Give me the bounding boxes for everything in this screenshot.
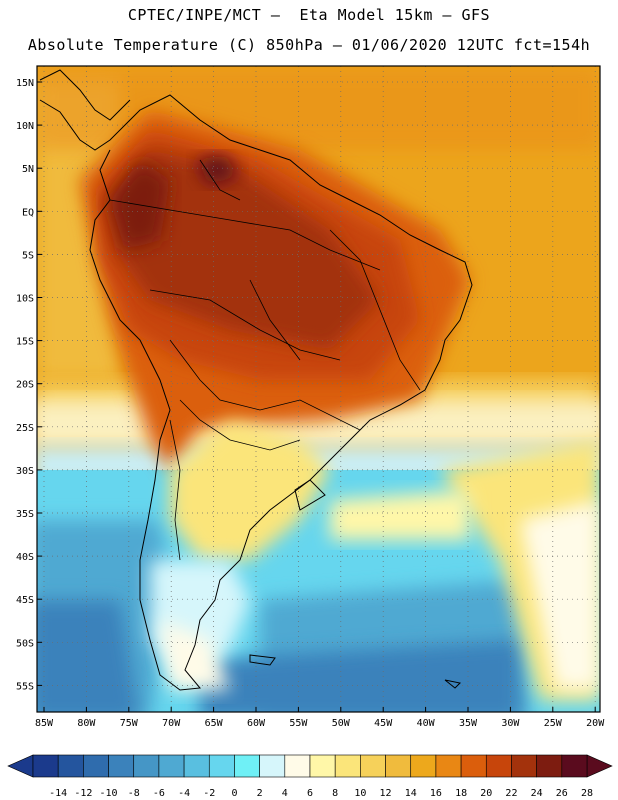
colorbar-min-arrow (7, 754, 34, 778)
colorbar-swatch (309, 754, 336, 778)
colorbar-label: -14 (49, 788, 67, 799)
colorbar-label: -8 (128, 788, 140, 799)
lat-label: 45S (16, 595, 34, 606)
colorbar-label: 10 (354, 788, 366, 799)
lat-label: 50S (16, 638, 34, 649)
lon-label: 80W (77, 718, 96, 729)
colorbar-label: -4 (178, 788, 190, 799)
colorbar-swatch (208, 754, 235, 778)
lat-label: 10S (16, 294, 34, 305)
lon-label: 75W (120, 718, 139, 729)
colorbar-swatch (284, 754, 311, 778)
colorbar-swatch (83, 754, 109, 778)
colorbar-swatch (485, 754, 512, 778)
map-frame (36, 65, 601, 713)
lon-label: 70W (162, 718, 181, 729)
colorbar-swatch (108, 754, 135, 778)
colorbar-label: 22 (505, 788, 517, 799)
colorbar-swatch (57, 754, 84, 778)
latitude-labels: 15N 10N 5N EQ 5S 10S 15S 20S 25S 30S 35S 40S 45S 50S 5… (16, 78, 42, 692)
lat-label: 10N (16, 121, 34, 132)
colorbar: -14 -12 -10 -8 -6 -4 -2 0 2 4 6 8 10 12 14 16 18 20 22 24 26… (7, 754, 613, 799)
colorbar-swatch (410, 754, 437, 778)
colorbar-swatch (32, 754, 59, 778)
colorbar-max-arrow (586, 754, 613, 778)
country-borders (109, 159, 421, 561)
lon-label: 30W (501, 718, 520, 729)
colorbar-label: 24 (531, 788, 543, 799)
lat-label: 40S (16, 552, 34, 563)
colorbar-swatch (435, 754, 462, 778)
lat-label: 15S (16, 337, 34, 348)
lat-label: 35S (16, 509, 34, 520)
colorbar-swatch (259, 754, 286, 778)
colorbar-label: 4 (282, 788, 288, 799)
colorbar-label: 28 (581, 788, 593, 799)
colorbar-swatch (536, 754, 563, 778)
colorbar-label: 8 (332, 788, 338, 799)
lon-label: 85W (35, 718, 54, 729)
temperature-field (37, 66, 600, 712)
colorbar-label: 2 (257, 788, 263, 799)
colorbar-label: 16 (430, 788, 442, 799)
colorbar-swatch (334, 754, 361, 778)
colorbar-label: -12 (74, 788, 92, 799)
lon-label: 35W (459, 718, 478, 729)
colorbar-label: -6 (153, 788, 165, 799)
lat-label: 25S (16, 423, 34, 434)
colorbar-swatch (234, 754, 260, 778)
colorbar-label: -10 (100, 788, 118, 799)
lat-label: 20S (16, 380, 34, 391)
lon-label: 55W (289, 718, 308, 729)
colorbar-label: 0 (231, 788, 237, 799)
colorbar-swatch (360, 754, 386, 778)
longitude-labels: 85W 80W 75W 70W 65W 60W 55W 50W 45W 40W 35W 30W 25W 2… (35, 707, 605, 729)
lon-label: 20W (586, 718, 605, 729)
colorbar-swatch (561, 754, 588, 778)
colorbar-swatch (133, 754, 160, 778)
colorbar-label: 6 (307, 788, 313, 799)
lon-label: 65W (205, 718, 224, 729)
map-subtitle: Absolute Temperature (C) 850hPa – 01/06/… (27, 36, 591, 54)
colorbar-label: 12 (380, 788, 392, 799)
lat-label: 5S (22, 250, 34, 261)
lon-label: 60W (247, 718, 266, 729)
colorbar-swatch (158, 754, 185, 778)
lat-label: EQ (22, 207, 34, 218)
lon-label: 45W (374, 718, 393, 729)
colorbar-swatch (511, 754, 537, 778)
lon-label: 50W (332, 718, 351, 729)
lon-label: 25W (544, 718, 563, 729)
colorbar-label: 14 (405, 788, 417, 799)
colorbar-swatch (183, 754, 210, 778)
colorbar-label: 20 (480, 788, 492, 799)
colorbar-label: 26 (556, 788, 568, 799)
lon-label: 40W (417, 718, 436, 729)
colorbar-swatch (460, 754, 487, 778)
colorbar-label: -2 (203, 788, 215, 799)
colorbar-swatch (385, 754, 412, 778)
lat-label: 30S (16, 466, 34, 477)
map-title: CPTEC/INPE/MCT – Eta Model 15km – GFS (127, 6, 491, 24)
lat-label: 15N (16, 78, 34, 89)
lat-label: 55S (16, 681, 34, 692)
colorbar-label: 18 (455, 788, 467, 799)
lat-label: 5N (22, 164, 34, 175)
coastlines (39, 69, 473, 691)
